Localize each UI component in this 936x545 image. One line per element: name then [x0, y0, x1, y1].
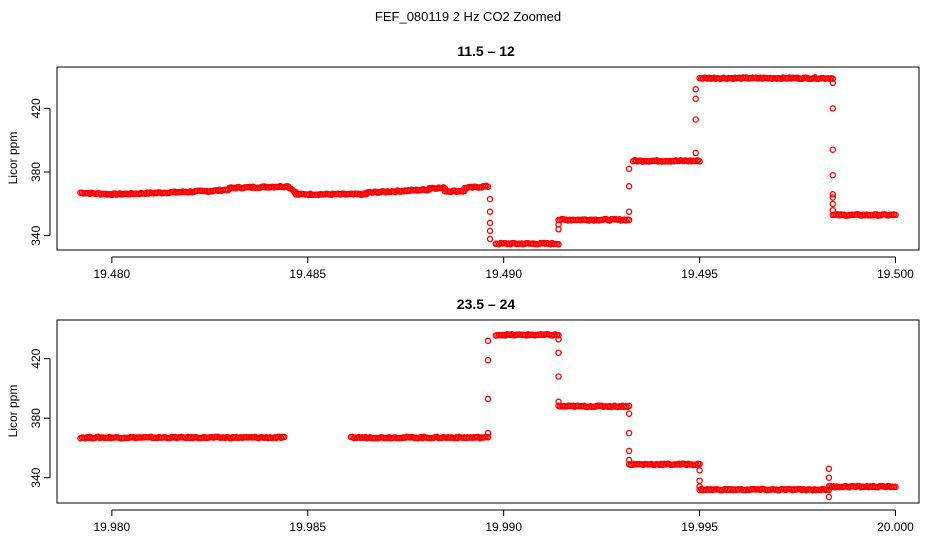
panel-1-title: 11.5 – 12	[457, 43, 515, 59]
data-point	[625, 165, 633, 173]
chart-panel-2: 23.5 – 24 Licor ppm 19.980 19.985 19.990 19…	[6, 296, 920, 534]
y-tick-label: 420	[29, 98, 43, 118]
data-point	[625, 208, 633, 216]
panel-2-title: 23.5 – 24	[457, 296, 516, 312]
data-point	[555, 241, 562, 248]
data-point	[555, 398, 562, 406]
data-point	[696, 477, 703, 484]
data-point	[829, 194, 837, 201]
x-tick-label: 19.480	[94, 267, 131, 281]
data-point	[555, 336, 562, 343]
data-point	[484, 337, 492, 345]
data-point	[555, 221, 562, 228]
data-point	[829, 171, 837, 179]
data-point	[486, 219, 494, 227]
data-point	[829, 75, 837, 83]
data-point	[484, 429, 492, 437]
panel-1-plot-frame	[56, 66, 920, 251]
data-point	[829, 191, 837, 198]
panel-1-data-points	[77, 74, 899, 248]
data-point	[625, 410, 633, 417]
data-point	[825, 465, 833, 473]
data-point	[486, 195, 494, 203]
x-tick-label: 19.980	[94, 520, 131, 534]
data-point	[484, 356, 492, 364]
data-point	[281, 433, 288, 441]
data-point	[625, 402, 633, 410]
y-tick-label: 420	[29, 348, 43, 368]
x-tick-label: 19.495	[681, 267, 718, 281]
data-point	[825, 493, 833, 501]
data-point	[692, 86, 699, 93]
data-point	[692, 116, 699, 123]
x-tick-label: 19.995	[681, 520, 718, 534]
data-point	[892, 483, 899, 491]
panel-1-ylabel: Licor ppm	[6, 132, 20, 185]
figure-title: FEF_080119 2 Hz CO2 Zoomed	[375, 9, 561, 24]
data-point	[555, 331, 562, 339]
data-point	[696, 483, 703, 490]
x-tick-label: 19.500	[877, 267, 914, 281]
data-point	[829, 146, 837, 153]
data-point	[825, 474, 833, 481]
data-point	[829, 200, 837, 208]
data-point	[625, 216, 633, 224]
data-point	[825, 486, 833, 494]
data-point	[892, 211, 899, 219]
y-tick-label: 380	[29, 408, 43, 428]
y-tick-label: 380	[29, 162, 43, 182]
chart-panel-1: 11.5 – 12 Licor ppm 19.480 19.485 19.490 19…	[6, 43, 920, 281]
panel-2-data-points	[77, 330, 899, 501]
data-point	[829, 105, 837, 112]
data-point	[486, 235, 494, 243]
panel-2-plot-frame	[56, 319, 920, 504]
data-point	[829, 206, 837, 214]
data-point	[692, 149, 699, 157]
y-tick-label: 340	[29, 467, 43, 487]
data-point	[486, 227, 494, 235]
data-point	[555, 373, 562, 380]
x-tick-label: 19.485	[289, 267, 326, 281]
data-point	[486, 208, 494, 216]
data-point	[484, 433, 492, 441]
data-point	[696, 158, 703, 165]
x-tick-label: 19.490	[485, 267, 522, 281]
data-point	[696, 460, 703, 468]
data-point	[625, 429, 633, 437]
data-point	[625, 447, 633, 455]
x-tick-label: 19.985	[289, 520, 326, 534]
data-point	[484, 183, 492, 190]
panel-2-axes: 19.980 19.985 19.990 19.995 20.000 340 380 420	[29, 348, 914, 534]
data-point	[555, 349, 562, 356]
data-point	[625, 183, 633, 190]
data-point	[692, 95, 699, 103]
data-point	[484, 395, 492, 403]
panel-2-ylabel: Licor ppm	[6, 385, 20, 438]
data-point	[625, 456, 633, 464]
data-point	[696, 467, 703, 474]
x-tick-label: 19.990	[485, 520, 522, 534]
data-point	[829, 79, 837, 87]
x-tick-label: 20.000	[877, 520, 914, 534]
panel-1-axes: 19.480 19.485 19.490 19.495 19.500 340 380 420	[29, 98, 914, 281]
y-tick-label: 340	[29, 225, 43, 245]
